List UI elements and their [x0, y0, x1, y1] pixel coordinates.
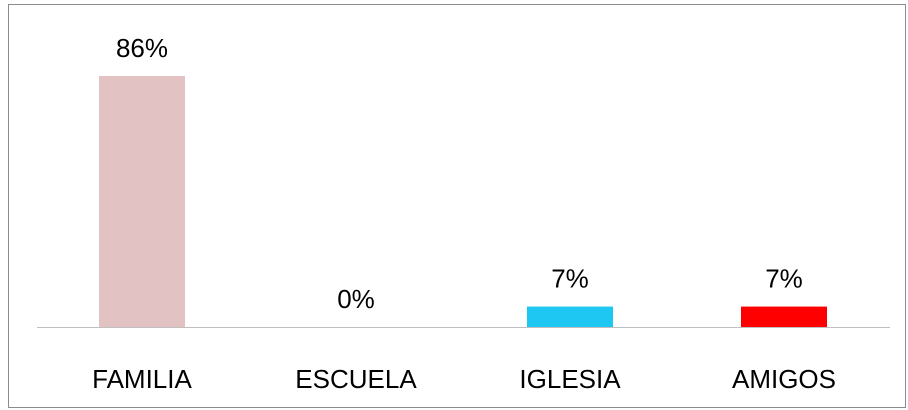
data-label: 86%	[116, 33, 168, 63]
data-label: 7%	[765, 263, 803, 293]
bar	[527, 306, 613, 327]
x-tick-label: AMIGOS	[732, 364, 836, 394]
x-tick-label: FAMILIA	[92, 364, 192, 394]
data-label: 7%	[551, 263, 589, 293]
bar	[741, 306, 827, 327]
bar	[99, 76, 185, 327]
x-tick-label: IGLESIA	[519, 364, 621, 394]
data-label: 0%	[337, 284, 375, 314]
x-tick-label: ESCUELA	[295, 364, 417, 394]
